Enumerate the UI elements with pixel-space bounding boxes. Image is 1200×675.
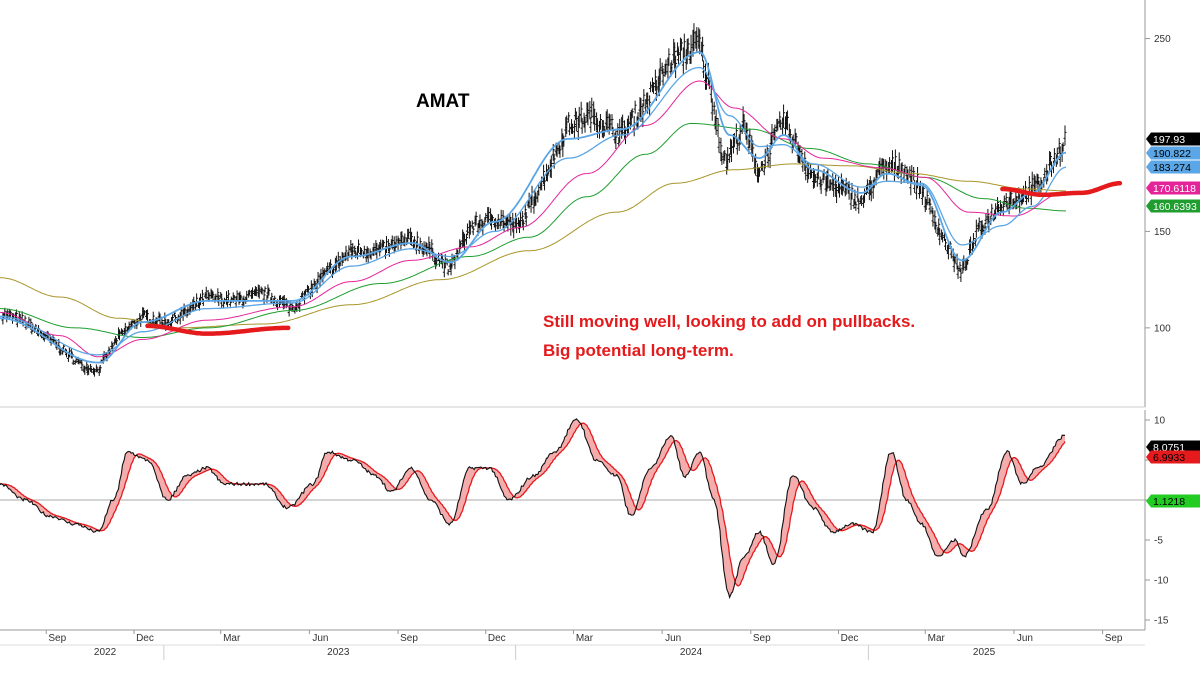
price-tag-2-label: 190.822 (1153, 148, 1191, 160)
price-tag-3-box (1146, 160, 1200, 174)
price-tag-4-label: 170.6118 (1153, 183, 1196, 195)
oscillator-panel (0, 418, 1145, 600)
month-label: Mar (576, 633, 594, 644)
year-label: 2025 (973, 647, 996, 658)
price-tag-4-box (1146, 181, 1200, 195)
month-label: Dec (136, 633, 154, 644)
osc-tag-3-box (1146, 494, 1200, 508)
month-label: Jun (312, 633, 328, 644)
month-label: Sep (1105, 633, 1123, 644)
osc-tag-2-label: 6.9933 (1153, 452, 1185, 464)
annotation-line-1: Still moving well, looking to add on pul… (543, 312, 915, 331)
osc-tick-label: 10 (1154, 416, 1166, 427)
price-bars (1, 23, 1067, 377)
oscillator-line (0, 418, 1066, 600)
osc-tick-label: -15 (1154, 616, 1169, 627)
price-tag-2: 190.822 (1146, 146, 1200, 160)
price-tag-5-label: 160.6393 (1153, 201, 1197, 213)
price-tag-2-box (1146, 146, 1200, 160)
month-label: Jun (1017, 633, 1033, 644)
month-label: Mar (223, 633, 241, 644)
osc-tag-1-box (1146, 440, 1200, 454)
year-label: 2022 (94, 647, 117, 658)
ticker-title: AMAT (416, 91, 470, 112)
osc-tag-3: 1.1218 (1146, 494, 1200, 508)
support-arc-1 (145, 323, 291, 336)
price-tick-label: 150 (1154, 227, 1171, 238)
oscillator-signal-line (0, 422, 1066, 587)
ma-green-line (0, 122, 1066, 338)
osc-tag-3-label: 1.1218 (1153, 496, 1185, 508)
month-label: Dec (841, 633, 859, 644)
price-tag-5-box (1146, 199, 1200, 213)
month-label: Sep (400, 633, 418, 644)
month-label: Sep (753, 633, 771, 644)
price-tick-label: 100 (1154, 323, 1171, 334)
osc-tag-2: 6.9933 (1146, 450, 1200, 464)
price-tag-1-box (1146, 132, 1200, 146)
ma-fast-line (0, 51, 1067, 364)
ma-slow-line (0, 66, 1067, 356)
month-label: Dec (488, 633, 506, 644)
month-label: Mar (928, 633, 946, 644)
annotation-line-2: Big potential long-term. (543, 341, 734, 360)
osc-tag-2-box (1146, 450, 1200, 464)
month-label: Jun (665, 633, 681, 644)
price-tag-5: 160.6393 (1146, 199, 1200, 213)
price-tag-1: 197.93 (1146, 132, 1200, 146)
price-tag-4: 170.6118 (1146, 181, 1200, 195)
price-tick-label: 250 (1154, 34, 1171, 45)
price-tag-3: 183.274 (1146, 160, 1200, 174)
last-value-tags: 197.93190.822183.274170.6118160.63938.07… (1146, 132, 1200, 508)
osc-tick-label: -5 (1154, 536, 1163, 547)
year-label: 2024 (680, 647, 703, 658)
month-label: Sep (48, 633, 66, 644)
year-label: 2023 (327, 647, 350, 658)
price-tag-1-label: 197.93 (1153, 134, 1185, 146)
price-tag-3-label: 183.274 (1153, 162, 1191, 174)
osc-tick-label: -10 (1154, 576, 1169, 587)
support-arc-2 (1000, 180, 1123, 198)
ma-olive-line (0, 163, 1066, 329)
oscillator-fill (0, 418, 1065, 598)
price-panel (0, 23, 1123, 377)
axes: 1001502501050-5-10-15SepDecMarJunSepDecM… (0, 0, 1171, 660)
